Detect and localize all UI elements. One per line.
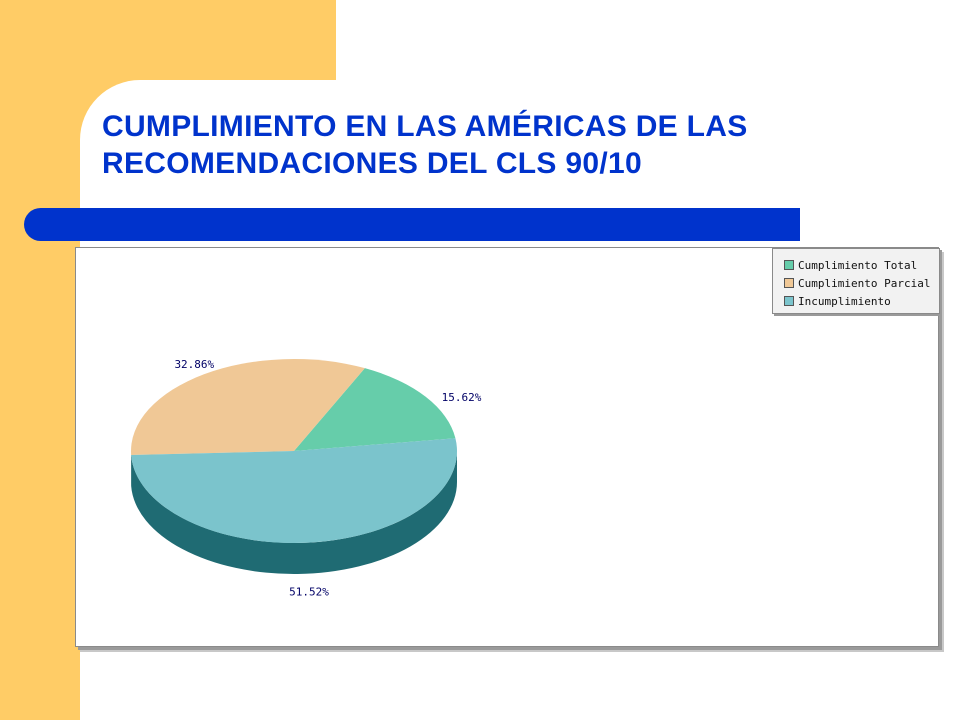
pie-sides <box>131 451 457 574</box>
legend-item-incumplimiento: Incumplimiento <box>784 292 939 310</box>
slide-title: CUMPLIMIENTO EN LAS AMÉRICAS DE LAS RECO… <box>102 108 902 182</box>
slide-title-line-2: RECOMENDACIONES DEL CLS 90/10 <box>102 147 642 180</box>
slide-title-line-1: CUMPLIMIENTO EN LAS AMÉRICAS DE LAS <box>102 110 748 143</box>
decorative-block <box>0 0 336 80</box>
pie-label-0: 15.62% <box>442 391 482 404</box>
legend-swatch <box>784 260 794 270</box>
title-underline-bar <box>24 208 800 241</box>
pie-label-2: 51.52% <box>289 586 329 599</box>
chart-panel: 15.62% 32.86% 51.52% <box>75 247 939 647</box>
legend-item-cumplimiento-total: Cumplimiento Total <box>784 256 939 274</box>
pie-chart: 15.62% 32.86% 51.52% <box>131 358 482 599</box>
pie-label-1: 32.86% <box>174 358 214 371</box>
pie-slice-incumplimiento <box>131 438 457 544</box>
decorative-strip <box>0 0 80 720</box>
legend-label: Cumplimiento Parcial <box>798 276 931 290</box>
pie-slice-cumplimiento-parcial <box>131 359 365 456</box>
legend-swatch <box>784 296 794 306</box>
pie-side-2 <box>131 451 457 574</box>
legend-label: Cumplimiento Total <box>798 258 918 272</box>
pie-top <box>131 359 457 544</box>
legend-label: Incumplimiento <box>798 294 891 308</box>
chart-legend: Cumplimiento Total Cumplimiento Parcial … <box>772 248 940 314</box>
legend-swatch <box>784 278 794 288</box>
pie-slice-cumplimiento-total <box>294 368 456 451</box>
legend-item-cumplimiento-parcial: Cumplimiento Parcial <box>784 274 939 292</box>
